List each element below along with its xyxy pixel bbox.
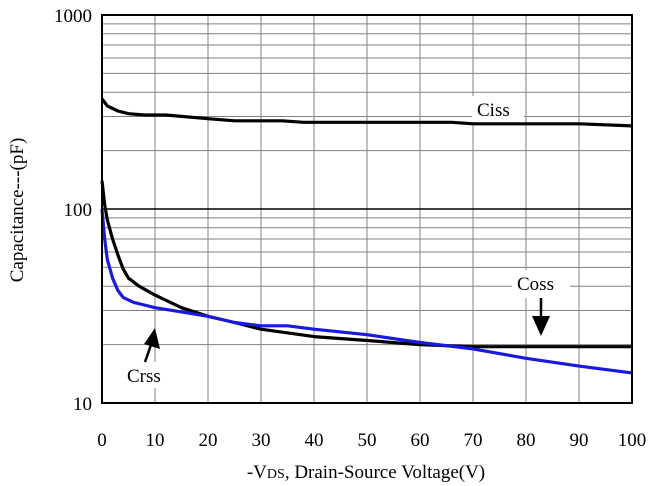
x-tick-label: 40 bbox=[305, 430, 324, 451]
x-tick-label: 10 bbox=[146, 430, 165, 451]
x-tick-label: 100 bbox=[618, 430, 647, 451]
series-label-crss: Crss bbox=[127, 366, 161, 387]
x-tick-label: 80 bbox=[517, 430, 536, 451]
x-tick-labels: 0 10 20 30 40 50 60 70 80 90 100 bbox=[97, 430, 646, 451]
series-label-coss: Coss bbox=[517, 274, 554, 295]
x-tick-label: 30 bbox=[252, 430, 271, 451]
y-axis-title: Capacitance---(pF) bbox=[7, 138, 28, 283]
series-label-ciss: Ciss bbox=[477, 100, 510, 121]
x-axis-title: -VDS, Drain-Source Voltage(V) bbox=[247, 462, 485, 483]
x-tick-label: 20 bbox=[199, 430, 218, 451]
y-tick-labels: 10 100 1000 bbox=[54, 6, 92, 415]
series-line-ciss bbox=[100, 97, 633, 128]
x-tick-label: 70 bbox=[464, 430, 483, 451]
series-line-crss bbox=[100, 208, 633, 375]
x-tick-label: 60 bbox=[411, 430, 430, 451]
series-lines bbox=[100, 97, 633, 375]
coss-arrow bbox=[532, 298, 550, 336]
x-tick-label: 90 bbox=[570, 430, 589, 451]
ciss-label-bg bbox=[472, 96, 524, 122]
plot-frame bbox=[101, 14, 633, 404]
grid bbox=[102, 15, 632, 403]
crss-arrow bbox=[143, 328, 160, 363]
y-tick-label: 10 bbox=[73, 394, 92, 415]
y-tick-label: 1000 bbox=[54, 6, 92, 27]
x-tick-label: 50 bbox=[358, 430, 377, 451]
y-tick-label: 100 bbox=[64, 200, 93, 221]
crss-label-bg bbox=[124, 362, 174, 388]
x-tick-label: 0 bbox=[97, 430, 107, 451]
coss-label-bg bbox=[512, 270, 570, 298]
